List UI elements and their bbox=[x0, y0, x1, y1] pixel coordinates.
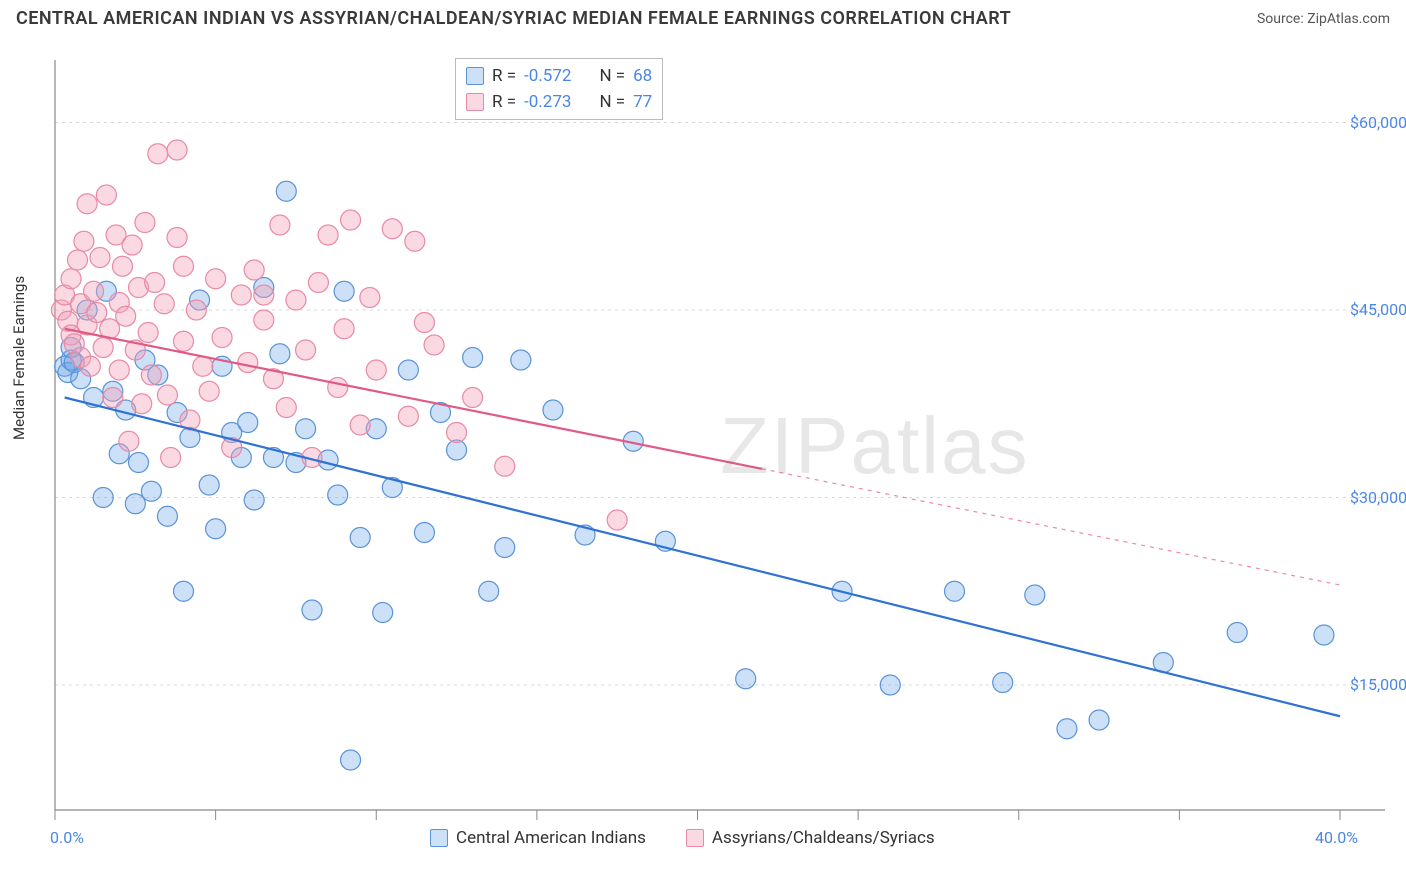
stats-row-1: R = -0.273 N = 77 bbox=[466, 89, 652, 115]
y-tick-label: $15,000 bbox=[1350, 675, 1406, 694]
source-label: Source: ZipAtlas.com bbox=[1257, 11, 1390, 27]
y-axis-label: Median Female Earnings bbox=[10, 276, 28, 440]
y-tick-label: $45,000 bbox=[1350, 300, 1406, 319]
legend-item-1: Assyrians/Chaldeans/Syriacs bbox=[686, 828, 935, 848]
swatch-series-1-bottom bbox=[686, 829, 704, 847]
stat-n-value-1: 77 bbox=[633, 92, 652, 112]
stat-r-label: R = bbox=[492, 66, 516, 86]
x-tick-label: 0.0% bbox=[50, 828, 84, 847]
chart-title: CENTRAL AMERICAN INDIAN VS ASSYRIAN/CHAL… bbox=[16, 8, 1011, 29]
legend-label-0: Central American Indians bbox=[456, 828, 646, 848]
x-tick-label: 40.0% bbox=[1315, 828, 1358, 847]
stat-n-value-0: 68 bbox=[633, 66, 652, 86]
y-tick-label: $60,000 bbox=[1350, 113, 1406, 132]
stat-n-label: N = bbox=[599, 66, 625, 86]
y-tick-label: $30,000 bbox=[1350, 488, 1406, 507]
legend-item-0: Central American Indians bbox=[430, 828, 646, 848]
stat-n-label: N = bbox=[599, 92, 625, 112]
stats-row-0: R = -0.572 N = 68 bbox=[466, 63, 652, 89]
chart-area bbox=[50, 50, 1390, 840]
bottom-legend: Central American Indians Assyrians/Chald… bbox=[430, 828, 935, 848]
swatch-series-0 bbox=[466, 67, 484, 85]
stat-r-value-0: -0.572 bbox=[524, 66, 571, 86]
swatch-series-1 bbox=[466, 93, 484, 111]
stat-r-value-1: -0.273 bbox=[524, 92, 571, 112]
legend-label-1: Assyrians/Chaldeans/Syriacs bbox=[712, 828, 935, 848]
stat-r-label: R = bbox=[492, 92, 516, 112]
stats-legend-box: R = -0.572 N = 68 R = -0.273 N = 77 bbox=[455, 58, 663, 120]
swatch-series-0-bottom bbox=[430, 829, 448, 847]
